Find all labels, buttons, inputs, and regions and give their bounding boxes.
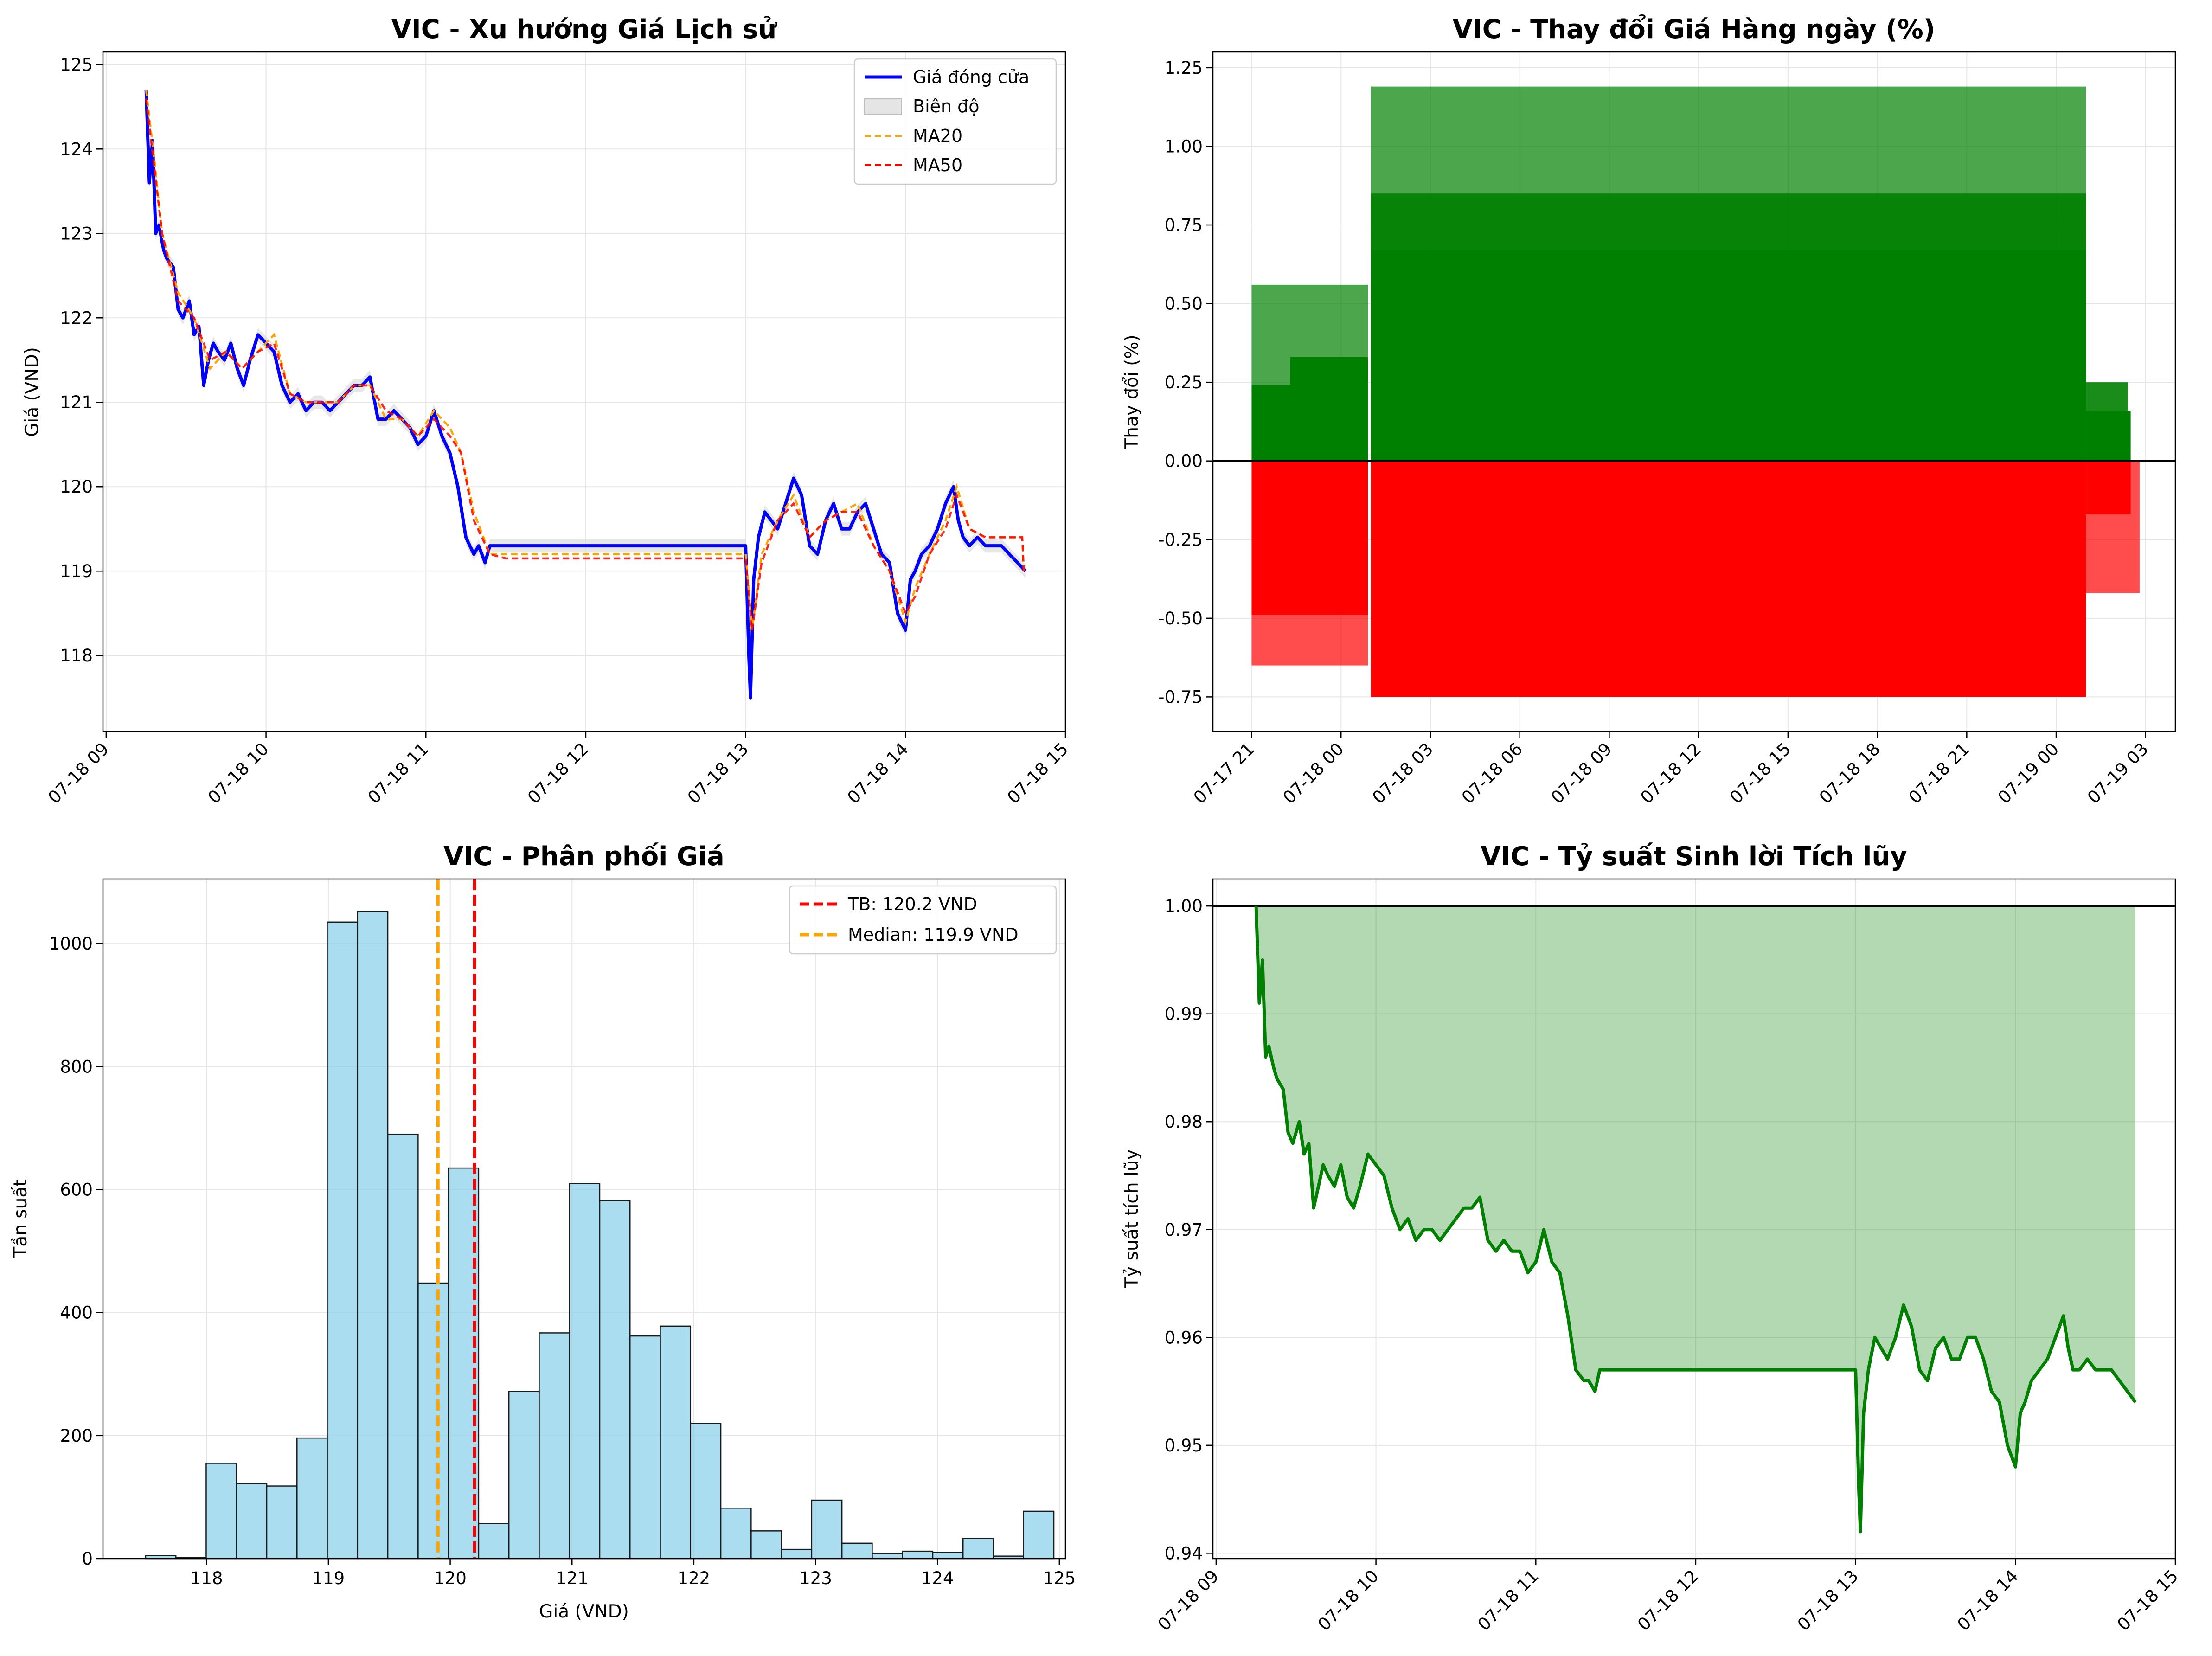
y-tick-label: 1.00: [1165, 136, 1203, 156]
x-tick-label: 120: [434, 1568, 467, 1588]
price-distribution-legend: TB: 120.2 VND Median: 119.9 VND: [789, 885, 1057, 955]
legend-range: Biên độ: [913, 96, 980, 116]
y-tick-label: 124: [60, 139, 93, 159]
loss-bar: [2086, 461, 2131, 515]
y-tick-label: 120: [60, 477, 93, 497]
y-tick-label: 0: [82, 1549, 93, 1569]
close-price-line: [144, 90, 1027, 700]
x-tick-label: 124: [921, 1568, 954, 1588]
histogram-bar: [720, 1508, 752, 1560]
histogram-bar: [508, 1391, 540, 1560]
y-tick-label: 0.25: [1165, 372, 1203, 392]
y-tick-label: 119: [60, 561, 93, 581]
cumulative-area: [1256, 906, 2135, 1532]
histogram-bar: [841, 1542, 873, 1560]
y-tick-label: 1000: [49, 934, 93, 954]
price-history-title: VIC - Xu hướng Giá Lịch sử: [391, 14, 778, 45]
histogram-bar: [266, 1485, 298, 1560]
daily-change-chart: -0.75-0.50-0.250.000.250.500.751.001.250…: [1122, 14, 2176, 808]
y-tick-label: 0.99: [1165, 1004, 1203, 1024]
histogram-bar: [932, 1552, 964, 1560]
histogram-bar: [387, 1133, 419, 1560]
legend-mean: TB: 120.2 VND: [847, 894, 977, 914]
y-tick-label: 0.97: [1165, 1220, 1203, 1240]
gain-bar: [2086, 411, 2131, 461]
histogram-bar: [539, 1332, 570, 1560]
y-tick-label: -0.25: [1158, 530, 1203, 550]
price-distribution-chart: 0 200 400 600 800 1000 118 119 120 121 122 123 124 12…: [10, 841, 1076, 1622]
y-tick-label: 121: [60, 392, 93, 412]
y-tick-label: 1.25: [1165, 58, 1203, 78]
y-tick-label: 123: [60, 224, 93, 244]
y-tick-label: 0.96: [1165, 1328, 1203, 1348]
histogram-bar: [750, 1530, 782, 1560]
price-distribution-title: VIC - Phân phối Giá: [443, 841, 725, 872]
histogram-bar: [1023, 1510, 1055, 1560]
histogram-bar: [962, 1537, 994, 1560]
y-tick-label: 0.00: [1165, 451, 1203, 471]
histogram-bar: [872, 1553, 903, 1560]
y-tick-label: 400: [60, 1303, 93, 1323]
y-tick-label: -0.50: [1158, 609, 1203, 629]
legend-close: Giá đóng cửa: [913, 67, 1029, 87]
y-tick-label: -0.75: [1158, 687, 1203, 707]
x-tick-label: 125: [1043, 1568, 1076, 1588]
y-tick-label: 0.94: [1165, 1543, 1203, 1563]
price-distribution-ylabel: Tần suất: [10, 1179, 31, 1258]
daily-change-title: VIC - Thay đổi Giá Hàng ngày (%): [1453, 14, 1936, 45]
histogram-bar: [781, 1548, 813, 1560]
cumulative-return-line: [1254, 905, 2137, 1534]
histogram-bar: [902, 1550, 934, 1560]
histogram-bar: [629, 1335, 661, 1560]
y-tick-label: 122: [60, 308, 93, 328]
legend-ma20: MA20: [913, 126, 962, 146]
loss-bar: [1251, 461, 1368, 616]
ma50-line: [145, 98, 1025, 630]
y-tick-label: 1.00: [1165, 896, 1203, 916]
histogram-bar: [569, 1183, 601, 1560]
histogram-bar: [327, 921, 359, 1560]
price-distribution-xlabel: Giá (VND): [539, 1601, 629, 1622]
gain-bar: [1290, 357, 1368, 461]
x-tick-label: 118: [190, 1568, 223, 1588]
x-tick-label: 123: [799, 1568, 832, 1588]
cumulative-return-ylabel: Tỷ suất tích lũy: [1122, 1149, 1142, 1288]
histogram-bar: [811, 1499, 843, 1560]
histogram-bar: [357, 911, 389, 1560]
y-tick-label: 0.50: [1165, 294, 1203, 314]
x-tick-label: 119: [312, 1568, 345, 1588]
histogram-bar: [599, 1200, 631, 1560]
histogram-bar: [417, 1282, 449, 1560]
y-tick-label: 125: [60, 55, 93, 75]
histogram-bar: [660, 1325, 692, 1560]
histogram-bar: [690, 1423, 722, 1560]
daily-change-ylabel: Thay đổi (%): [1122, 334, 1142, 449]
histogram-bar: [236, 1483, 268, 1560]
y-tick-label: 0.98: [1165, 1112, 1203, 1132]
histogram-bar: [296, 1437, 328, 1560]
gain-bar: [1371, 250, 2086, 461]
y-tick-label: 600: [60, 1180, 93, 1200]
legend-median: Median: 119.9 VND: [848, 924, 1019, 945]
cumulative-return-title: VIC - Tỷ suất Sinh lời Tích lũy: [1481, 841, 1907, 872]
y-tick-label: 800: [60, 1057, 93, 1077]
x-tick-label: 122: [678, 1568, 711, 1588]
loss-bar: [1371, 461, 2086, 697]
price-history-legend: Giá đóng cửa Biên độ MA20 MA50: [853, 58, 1057, 185]
x-tick-label: 121: [556, 1568, 589, 1588]
histogram-bar: [205, 1463, 237, 1560]
legend-ma50: MA50: [913, 155, 962, 175]
y-tick-label: 0.75: [1165, 215, 1203, 235]
histogram-bar: [478, 1523, 510, 1560]
y-tick-label: 0.95: [1165, 1436, 1203, 1456]
price-history-ylabel: Giá (VND): [22, 347, 43, 437]
ma20-line: [145, 90, 1025, 630]
y-tick-label: 118: [60, 646, 93, 666]
y-tick-label: 200: [60, 1426, 93, 1446]
